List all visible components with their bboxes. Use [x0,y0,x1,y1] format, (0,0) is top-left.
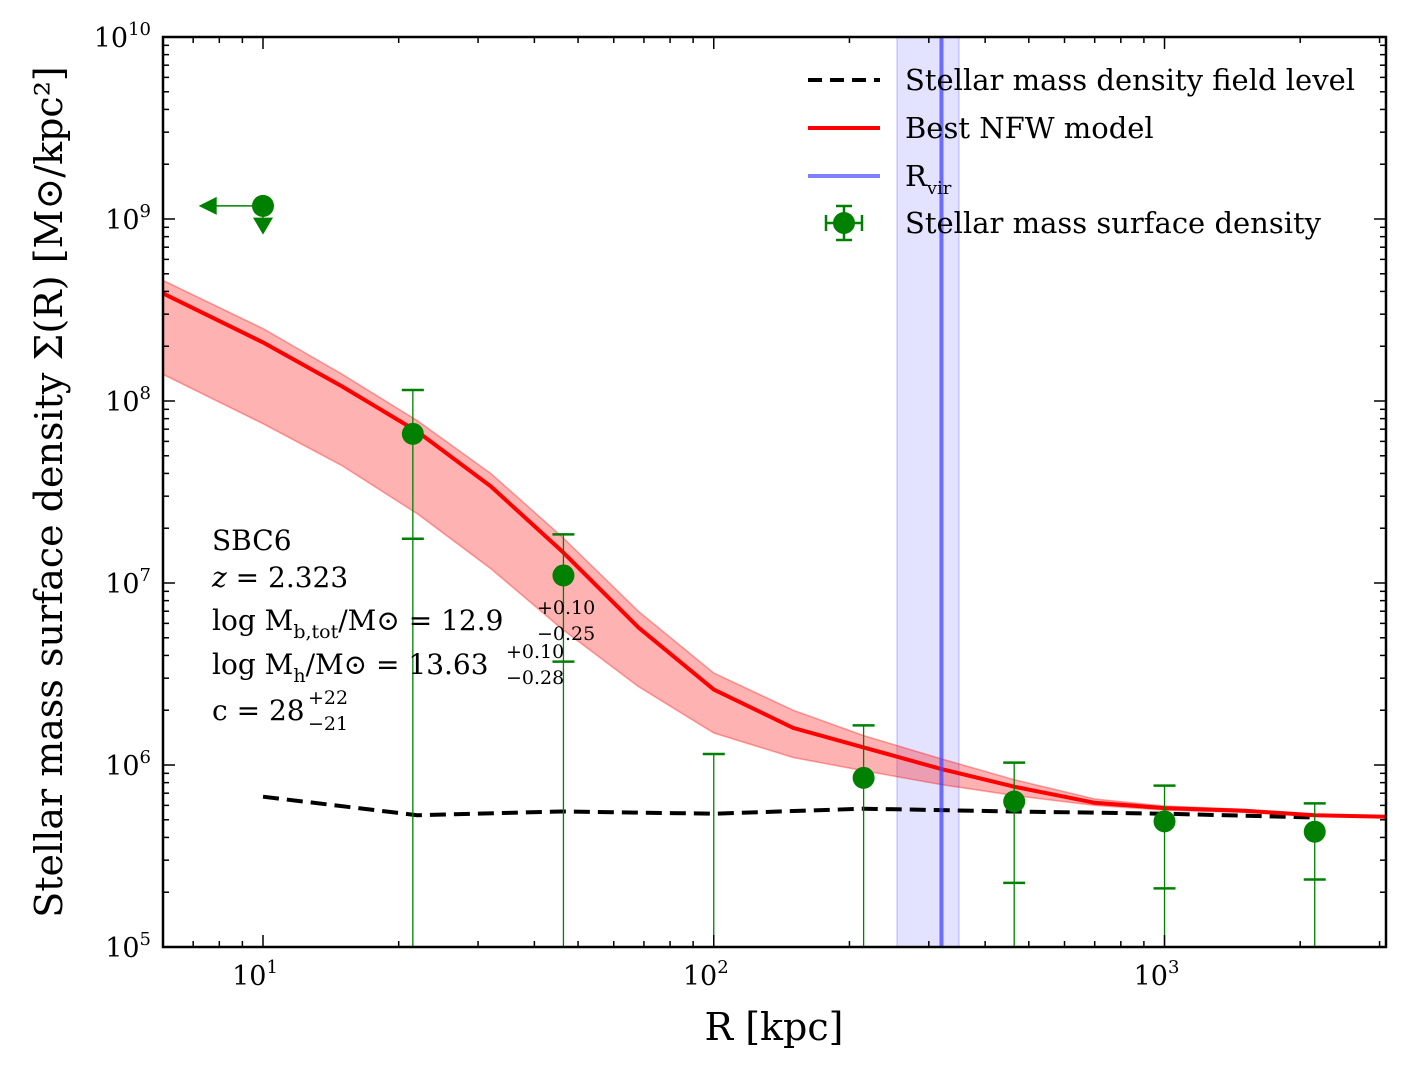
annotation-baryon-mass: log Mb,tot/M⊙ = 12.9 [212,604,503,643]
x-tick-label-0: 101 [232,957,278,992]
y-tick-label-4: 109 [105,201,151,236]
legend-label-points: Stellar mass surface density [905,206,1322,240]
y-tick-label-5: 1010 [94,19,151,54]
plot-frame [161,35,1388,949]
x-tick-label-2: 103 [1134,957,1180,992]
field-level-line [262,794,1315,820]
annotation-redshift: z = 2.323 [211,561,348,594]
legend-label-field-level: Stellar mass density field level [905,63,1355,97]
plot-area [163,37,1386,947]
annotation-halo-mass-plus: +0.10 [506,641,564,663]
annotation-block: SBC6 z = 2.323 log Mb,tot/M⊙ = 12.9 +0.1… [211,524,595,735]
annotation-baryon-mass-minus: −0.25 [537,623,595,645]
y-axis-title: Stellar mass surface density Σ(R) [M⊙/kp… [27,66,71,918]
data-point-3 [852,766,875,789]
limit-point-marker [252,194,274,217]
data-point-0 [401,422,424,445]
y-tick-label-2: 107 [105,565,151,600]
legend-label-rvir: Rvir [905,159,952,199]
annotation-concentration-minus: −21 [308,713,348,735]
nfw-uncertainty-band [163,279,1386,819]
annotation-cluster-name: SBC6 [212,524,292,557]
plot-clip-group [163,37,1386,947]
y-tick-label-1: 106 [105,747,151,782]
limit-arrow-left-head [198,196,217,215]
legend-label-nfw: Best NFW model [905,111,1154,145]
legend-swatch-points [824,204,864,242]
rvir-band [896,37,960,947]
legend: Stellar mass density field level Best NF… [808,63,1355,242]
annotation-concentration: c = 28 [212,694,305,727]
data-point-4 [1003,790,1026,813]
annotation-halo-mass: log Mh/M⊙ = 13.63 [212,648,489,687]
annotation-halo-mass-minus: −0.28 [506,667,564,689]
data-point-1 [552,564,575,587]
x-axis-title: R [kpc] [705,1005,844,1049]
y-tick-label-3: 108 [105,383,151,418]
annotation-baryon-mass-plus: +0.10 [537,597,595,619]
annotation-concentration-plus: +22 [308,687,348,709]
limit-arrow-down-head [252,217,273,235]
x-tick-label-1: 102 [683,957,729,992]
y-tick-label-0: 105 [105,929,151,964]
data-point-5 [1153,810,1176,833]
data-point-6 [1303,820,1326,843]
axes: 101 102 103 105 106 107 108 109 1010 [94,19,1388,992]
nfw-model-line [163,291,1386,819]
